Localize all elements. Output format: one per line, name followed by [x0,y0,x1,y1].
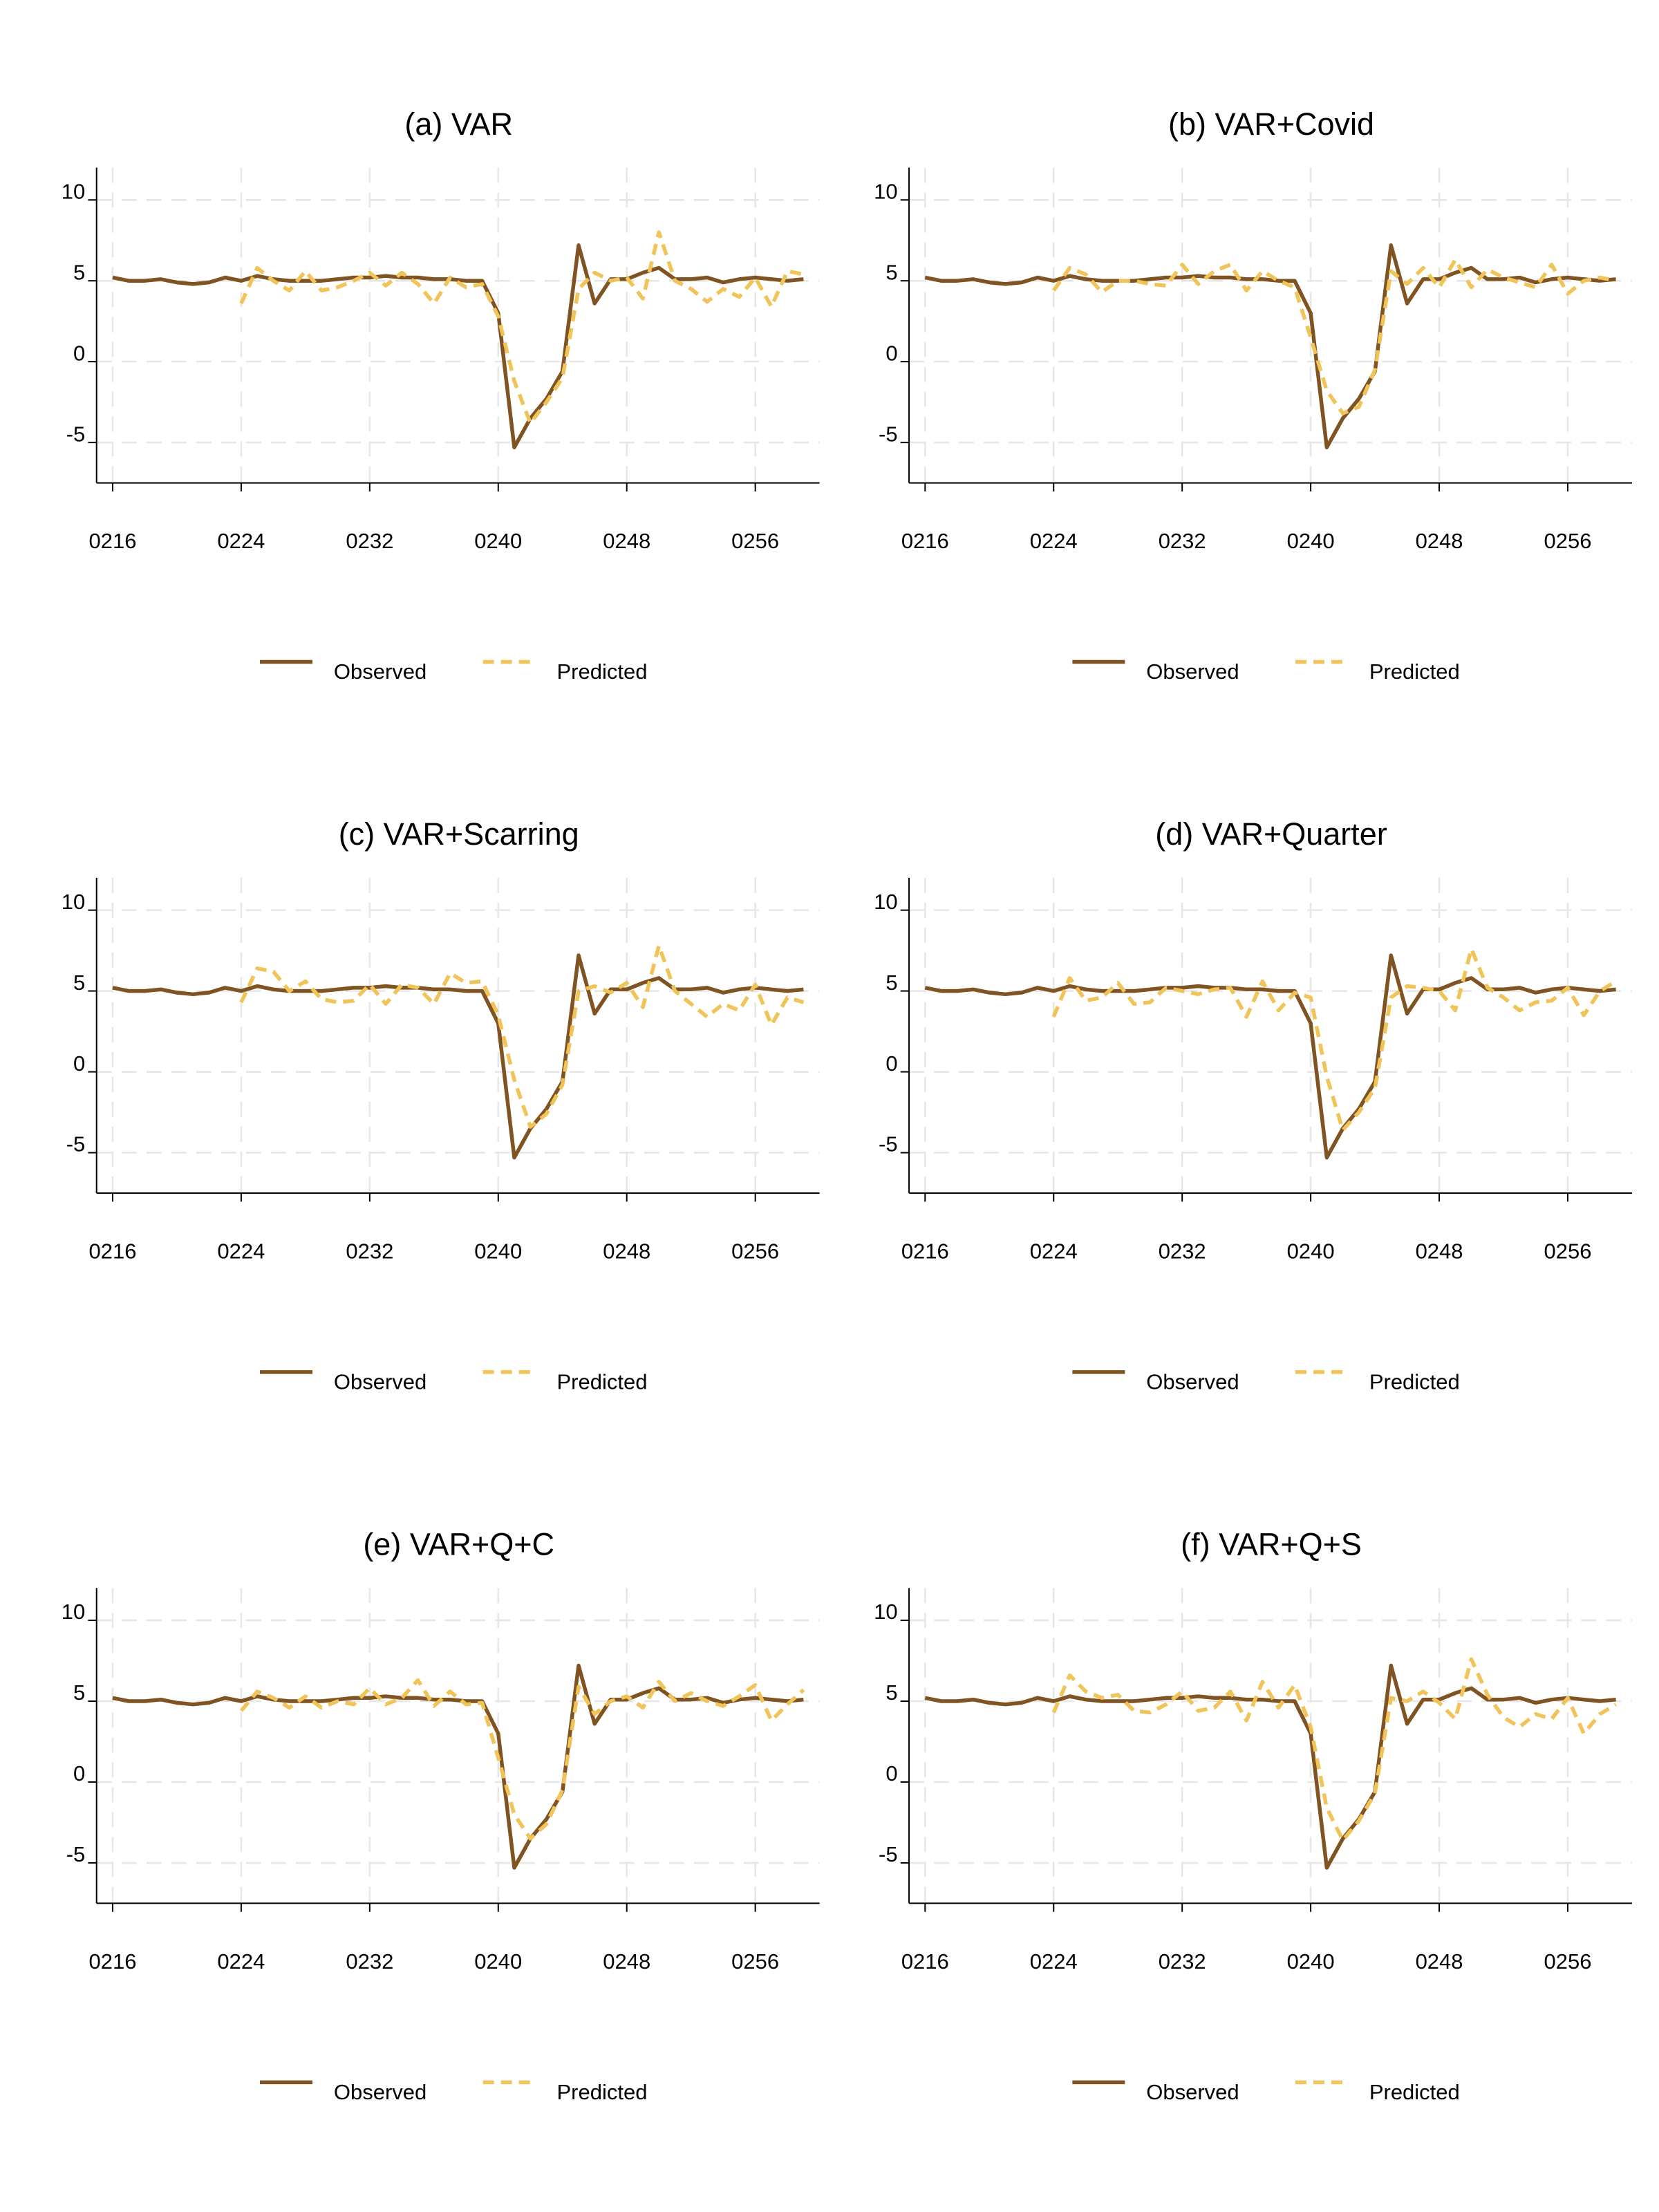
x-tick-label: 0216 [901,529,949,553]
x-tick-label: 0216 [901,1949,949,1974]
y-tick-label: -5 [879,1132,898,1156]
panel: (e) VAR+Q+C -5 0 5 10 0216 0224 0232 0240 0248 025… [62,1527,820,2104]
x-tick-label: 0224 [217,1239,265,1264]
x-tick-label: 0232 [346,529,393,553]
panel: (b) VAR+Covid -5 0 5 10 0216 0224 0232 0240 0248 0… [874,106,1632,684]
series-line [1051,258,1617,415]
series-line [112,1663,804,1870]
legend-label: Observed [334,2080,427,2104]
series-line [112,243,804,449]
y-tick-label: 5 [885,1680,897,1705]
x-tick-label: 0256 [731,1239,779,1264]
x-tick-label: 0240 [474,1949,522,1974]
legend-label: Observed [1146,1370,1239,1394]
series-line [112,953,804,1160]
x-tick-label: 0248 [603,1239,650,1264]
legend-label: Observed [334,659,427,684]
x-tick-label: 0224 [217,529,265,553]
x-tick-label: 0240 [1287,1949,1335,1974]
x-tick-label: 0224 [1030,1239,1078,1264]
y-tick-label: 10 [874,1600,897,1624]
x-tick-label: 0240 [474,529,522,553]
y-tick-label: 10 [62,179,85,203]
y-tick-label: -5 [66,1842,86,1866]
y-tick-label: 0 [73,341,85,365]
y-tick-label: 0 [885,341,897,365]
x-tick-label: 0256 [1544,1949,1592,1974]
x-tick-label: 0240 [1287,1239,1335,1264]
chart-title: (d) VAR+Quarter [1155,816,1387,852]
x-tick-label: 0240 [1287,529,1335,553]
x-tick-label: 0232 [346,1949,393,1974]
y-tick-label: -5 [66,1132,86,1156]
y-tick-label: 5 [885,260,897,284]
x-tick-label: 0256 [731,529,779,553]
x-tick-label: 0248 [603,529,650,553]
x-tick-label: 0256 [731,1949,779,1974]
y-tick-label: 5 [73,260,85,284]
x-tick-label: 0216 [88,529,136,553]
x-tick-label: 0248 [603,1949,650,1974]
x-tick-label: 0216 [901,1239,949,1264]
series-line [1051,947,1618,1132]
chart-title: (b) VAR+Covid [1168,106,1374,142]
series-line [924,953,1616,1160]
panel: (c) VAR+Scarring -5 0 5 10 0216 0224 0232 0240 02… [62,816,820,1394]
panel: (d) VAR+Quarter -5 0 5 10 0216 0224 0232 0240 024… [874,816,1632,1394]
legend-label: Predicted [556,659,647,684]
chart-title: (f) VAR+Q+S [1181,1527,1362,1562]
x-tick-label: 0256 [1544,1239,1592,1264]
x-tick-label: 0256 [1544,529,1592,553]
legend-label: Predicted [556,1370,647,1394]
y-tick-label: 10 [62,1600,85,1624]
y-tick-label: -5 [879,1842,898,1866]
x-tick-label: 0216 [88,1949,136,1974]
series-line [924,1663,1616,1870]
y-tick-label: 0 [885,1761,897,1785]
y-tick-label: 0 [885,1051,897,1076]
series-line [239,1678,805,1841]
y-tick-label: -5 [879,422,898,446]
y-tick-label: 0 [73,1051,85,1076]
x-tick-label: 0216 [88,1239,136,1264]
x-tick-label: 0224 [217,1949,265,1974]
legend-label: Observed [1146,2080,1239,2104]
chart-title: (e) VAR+Q+C [363,1527,554,1562]
y-tick-label: 0 [73,1761,85,1785]
y-tick-label: 5 [73,1680,85,1705]
legend-label: Predicted [1369,659,1460,684]
x-tick-label: 0232 [1159,529,1206,553]
y-tick-label: 10 [874,890,897,914]
x-tick-label: 0248 [1416,1239,1463,1264]
series-line [924,243,1616,449]
x-tick-label: 0248 [1416,529,1463,553]
x-tick-label: 0248 [1416,1949,1463,1974]
x-tick-label: 0232 [1159,1239,1206,1264]
x-tick-label: 0224 [1030,1949,1078,1974]
legend-label: Observed [334,1370,427,1394]
x-tick-label: 0240 [474,1239,522,1264]
x-tick-label: 0232 [346,1239,393,1264]
panel: (f) VAR+Q+S -5 0 5 10 0216 0224 0232 0240 0248 025… [874,1527,1632,2104]
series-line [239,944,805,1129]
legend-label: Predicted [556,2080,647,2104]
y-tick-label: -5 [66,422,86,446]
x-tick-label: 0224 [1030,529,1078,553]
series-line [239,230,804,425]
x-tick-label: 0232 [1159,1949,1206,1974]
series-line [1051,1657,1618,1842]
y-tick-label: 10 [62,890,85,914]
y-tick-label: 10 [874,179,897,203]
panel: (a) VAR -5 0 5 10 0216 0224 0232 0240 0248 0256 Obs… [62,106,820,684]
legend-label: Predicted [1369,1370,1460,1394]
legend-label: Observed [1146,659,1239,684]
y-tick-label: 5 [73,971,85,995]
chart-title: (a) VAR [404,106,513,142]
y-tick-label: 5 [885,971,897,995]
chart-title: (c) VAR+Scarring [339,816,579,852]
legend-label: Predicted [1369,2080,1460,2104]
